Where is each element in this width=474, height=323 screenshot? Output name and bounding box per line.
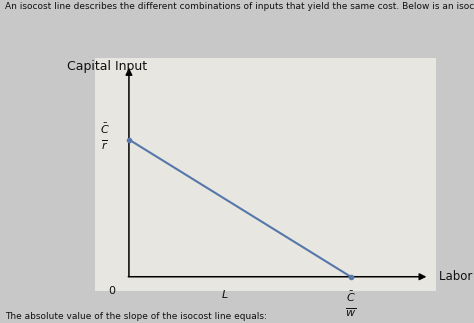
Text: Capital Input: Capital Input: [67, 60, 147, 73]
Text: The absolute value of the slope of the isocost line equals:: The absolute value of the slope of the i…: [5, 312, 266, 321]
Text: $\bar{C}$
$\overline{r}$: $\bar{C}$ $\overline{r}$: [100, 122, 110, 152]
Text: L: L: [221, 290, 228, 300]
Text: 0: 0: [109, 286, 115, 296]
Text: $\bar{C}$
$\overline{w}$: $\bar{C}$ $\overline{w}$: [345, 290, 356, 319]
Text: An isocost line describes the different combinations of inputs that yield the sa: An isocost line describes the different …: [5, 2, 474, 11]
Text: Labor Input: Labor Input: [439, 270, 474, 283]
